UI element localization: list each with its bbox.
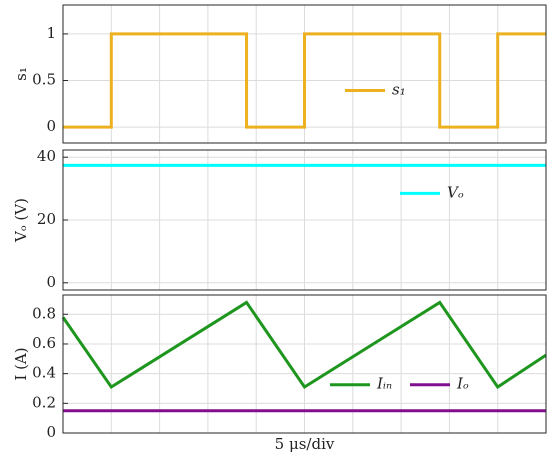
y-tick-label: 40	[37, 147, 56, 165]
y-tick-label: 0.2	[32, 393, 56, 411]
legend-label: Iᵢₙ	[376, 375, 392, 393]
data-line	[63, 32, 546, 129]
legend-label: Vₒ	[447, 183, 464, 201]
y-tick-label: 0	[46, 423, 56, 441]
y-tick-label: 0	[46, 273, 56, 291]
y-tick-label: 0	[46, 117, 56, 135]
data-line	[61, 300, 547, 390]
y-axis-label: Vₒ (V)	[12, 198, 30, 243]
legend-label: s₁	[392, 81, 406, 99]
y-tick-label: 1	[46, 24, 56, 42]
x-axis-label: 5 μs/div	[275, 435, 335, 453]
legend-label: Iₒ	[456, 375, 469, 393]
axes-frame	[62, 4, 547, 144]
axes-frame	[62, 149, 547, 291]
y-axis-label: s₁	[12, 67, 30, 81]
axes-frame	[62, 294, 547, 434]
y-tick-label: 0.5	[32, 71, 56, 89]
y-tick-label: 0.8	[32, 304, 56, 322]
y-tick-label: 0.4	[32, 364, 56, 382]
y-tick-label: 20	[37, 210, 56, 228]
y-tick-label: 0.6	[32, 334, 56, 352]
y-axis-label: I (A)	[12, 347, 30, 380]
